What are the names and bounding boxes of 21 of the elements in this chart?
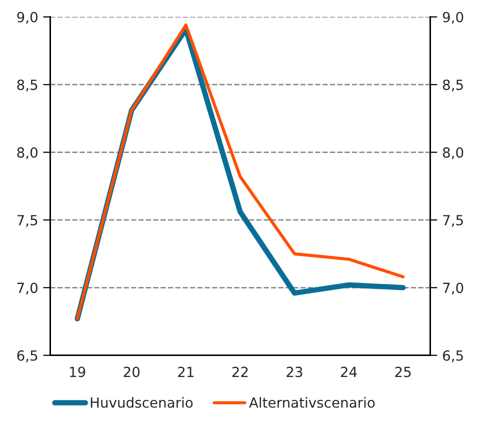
x-tick-label: 24 <box>340 366 357 377</box>
x-tick-label: 22 <box>232 366 248 377</box>
y-tick-label: 7,5 <box>17 215 38 227</box>
y2-tick-label: 7,0 <box>443 282 464 295</box>
y2-tick-label: 7,5 <box>443 215 463 227</box>
x-tick-label: 25 <box>395 366 411 378</box>
y-tick-label: 8,5 <box>17 80 38 92</box>
x-tick-label: 19 <box>70 366 86 378</box>
y2-tick-label: 8,5 <box>442 80 463 92</box>
x-tick-label: 20 <box>124 366 140 378</box>
y-tick-label: 6,5 <box>17 350 38 362</box>
legend-label: Huvudscenario <box>90 397 193 408</box>
y-tick-label: 8,0 <box>17 147 38 160</box>
y2-tick-label: 6,5 <box>442 350 463 362</box>
legend-label: Alternativscenario <box>249 397 375 408</box>
y-tick-label: 9,0 <box>17 12 38 24</box>
x-tick-label: 21 <box>178 366 194 377</box>
y-tick-label: 7,0 <box>17 282 38 295</box>
x-tick-label: 23 <box>286 366 302 378</box>
y2-tick-label: 8,0 <box>442 147 464 160</box>
y2-tick-label: 9,0 <box>442 12 464 24</box>
